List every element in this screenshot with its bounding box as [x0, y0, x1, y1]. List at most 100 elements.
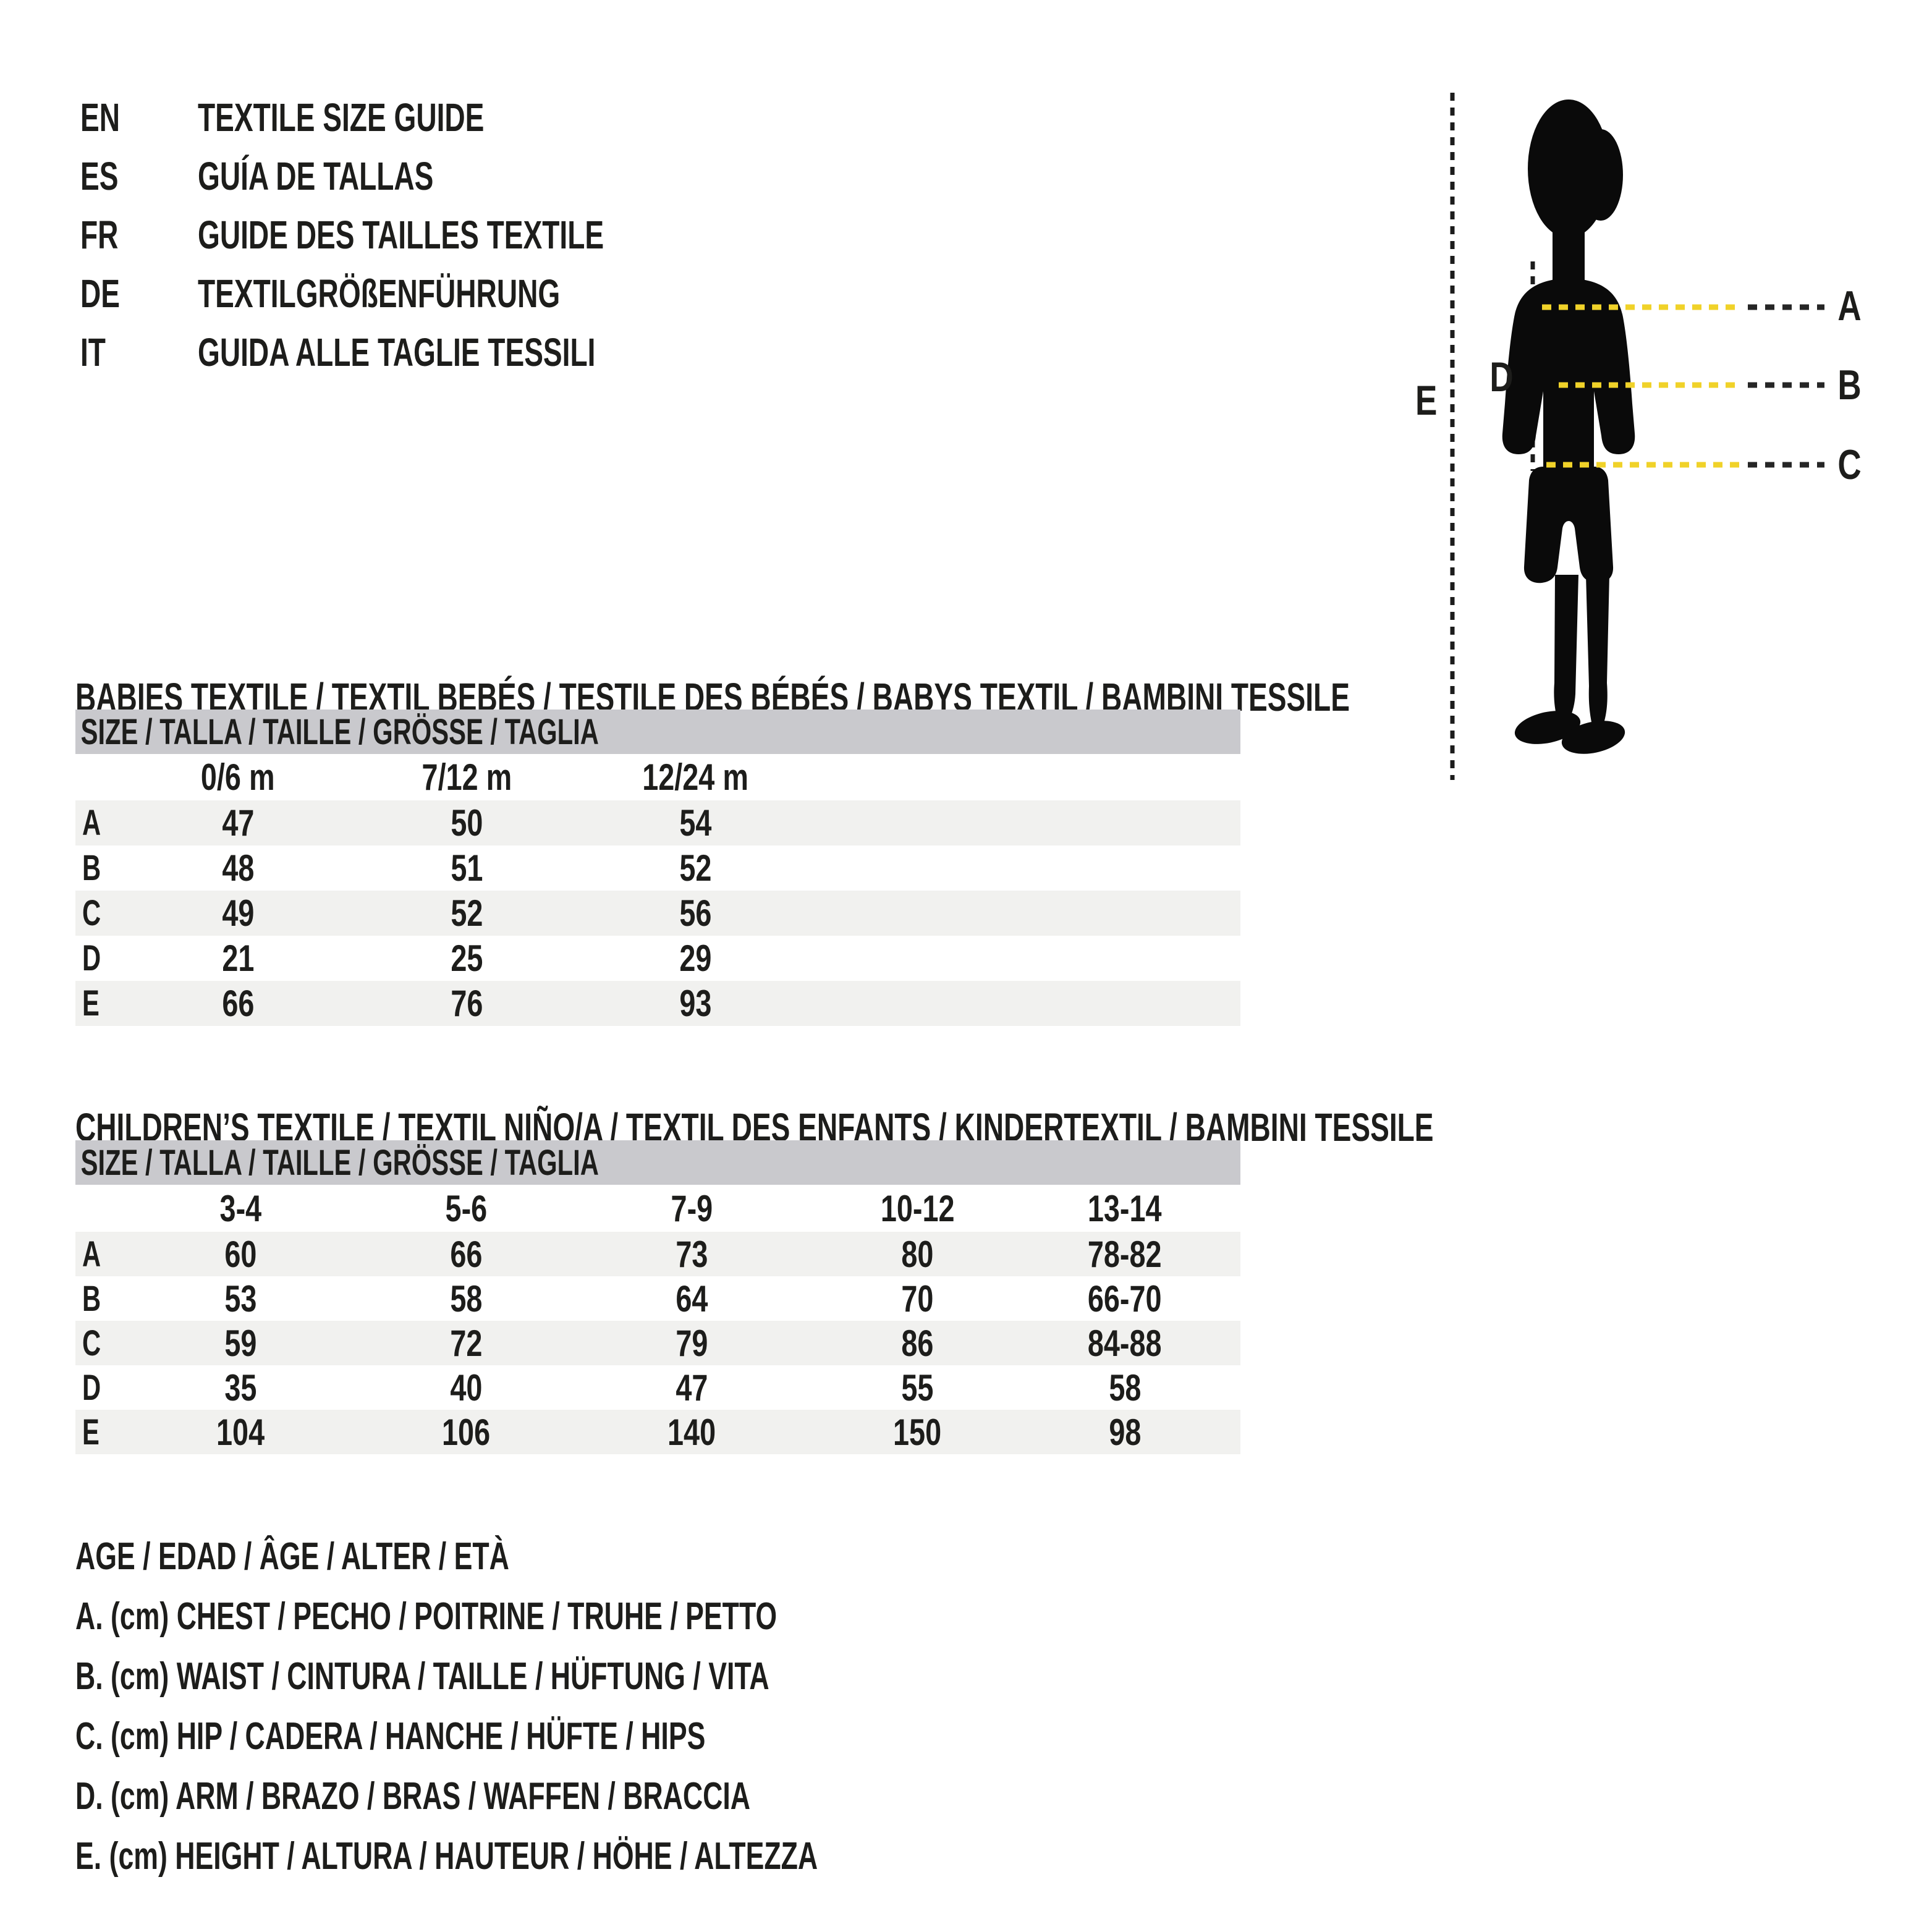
- cell-value: 66: [450, 1233, 483, 1275]
- cell-value: 35: [224, 1366, 257, 1409]
- table-row: D 35 40 47 55 58: [75, 1365, 1240, 1410]
- table-row: C 49 52 56: [75, 891, 1240, 936]
- legend-chest: A. (cm) CHEST / PECHO / POITRINE / TRUHE…: [75, 1595, 777, 1638]
- cell-value: 52: [679, 847, 712, 889]
- cell-value: 52: [450, 892, 483, 934]
- guide-title: GUIDA ALLE TAGLIE TESSILI: [198, 329, 596, 375]
- cell-value: 21: [221, 938, 255, 979]
- measurement-legend: AGE / EDAD / ÂGE / ALTER / ETÀ A. (cm) C…: [75, 1527, 1106, 1886]
- cell-value: 56: [679, 892, 712, 934]
- language-code: DE: [80, 271, 121, 316]
- measurement-figure: A B C D E: [1391, 80, 1932, 797]
- language-row-fr: FR GUIDE DES TAILLES TEXTILE: [80, 205, 762, 264]
- column-header: 13-14: [1088, 1187, 1162, 1229]
- column-header: 5-6: [445, 1187, 488, 1229]
- column-header: 12/24 m: [642, 756, 748, 798]
- column-header: 7-9: [671, 1187, 713, 1229]
- cell-value: 84-88: [1088, 1322, 1162, 1364]
- cell-value: 78-82: [1088, 1233, 1162, 1275]
- row-label: B: [82, 1278, 101, 1319]
- cell-value: 48: [221, 847, 255, 889]
- language-row-en: EN TEXTILE SIZE GUIDE: [80, 88, 762, 146]
- cell-value: 76: [450, 983, 483, 1024]
- cell-value: 73: [676, 1233, 708, 1275]
- row-label: A: [82, 803, 101, 843]
- language-row-de: DE TEXTILGRÖßENFÜHRUNG: [80, 264, 762, 323]
- language-code: ES: [80, 153, 119, 198]
- cell-value: 58: [450, 1277, 483, 1320]
- children-column-header-row: 3-4 5-6 7-9 10-12 13-14: [75, 1185, 1240, 1232]
- column-header: 7/12 m: [422, 756, 512, 798]
- cell-value: 106: [442, 1411, 491, 1453]
- figure-label-e: E: [1415, 377, 1438, 424]
- guide-title: GUÍA DE TALLAS: [198, 153, 434, 198]
- row-label: A: [82, 1234, 101, 1274]
- cell-value: 80: [901, 1233, 934, 1275]
- cell-value: 49: [221, 892, 255, 934]
- guide-title: TEXTILGRÖßENFÜHRUNG: [198, 271, 561, 316]
- table-row: A 60 66 73 80 78-82: [75, 1232, 1240, 1276]
- cell-value: 72: [450, 1322, 483, 1364]
- cell-value: 98: [1108, 1411, 1142, 1453]
- figure-label-d: D: [1489, 354, 1514, 400]
- table-row: B 53 58 64 70 66-70: [75, 1276, 1240, 1321]
- children-size-table: SIZE / TALLA / TAILLE / GRÖSSE / TAGLIA …: [75, 1140, 1240, 1454]
- guide-title: GUIDE DES TAILLES TEXTILE: [198, 212, 604, 257]
- language-row-it: IT GUIDA ALLE TAGLIE TESSILI: [80, 323, 762, 381]
- cell-value: 66: [221, 983, 255, 1024]
- cell-value: 150: [893, 1411, 942, 1453]
- cell-value: 51: [450, 847, 483, 889]
- legend-age: AGE / EDAD / ÂGE / ALTER / ETÀ: [75, 1535, 509, 1578]
- size-header-band: SIZE / TALLA / TAILLE / GRÖSSE / TAGLIA: [75, 1140, 1240, 1185]
- cell-value: 53: [224, 1277, 257, 1320]
- cell-value: 55: [901, 1366, 934, 1409]
- table-row: C 59 72 79 86 84-88: [75, 1321, 1240, 1365]
- table-row: E 66 76 93: [75, 981, 1240, 1026]
- cell-value: 104: [216, 1411, 265, 1453]
- cell-value: 86: [901, 1322, 934, 1364]
- cell-value: 58: [1108, 1366, 1142, 1409]
- cell-value: 64: [676, 1277, 708, 1320]
- cell-value: 59: [224, 1322, 257, 1364]
- row-label: C: [82, 893, 101, 933]
- row-label: C: [82, 1323, 101, 1363]
- row-label: D: [82, 1367, 101, 1408]
- cell-value: 47: [221, 802, 255, 844]
- row-label: E: [82, 983, 100, 1023]
- cell-value: 54: [679, 802, 712, 844]
- child-silhouette: [1502, 100, 1635, 754]
- cell-value: 60: [224, 1233, 257, 1275]
- cell-value: 25: [450, 938, 483, 979]
- legend-waist: B. (cm) WAIST / CINTURA / TAILLE / HÜFTU…: [75, 1655, 769, 1698]
- cell-value: 70: [901, 1277, 934, 1320]
- table-row: D 21 25 29: [75, 936, 1240, 981]
- guide-title: TEXTILE SIZE GUIDE: [198, 95, 485, 140]
- legend-arm: D. (cm) ARM / BRAZO / BRAS / WAFFEN / BR…: [75, 1775, 751, 1818]
- cell-value: 47: [676, 1366, 708, 1409]
- figure-label-a: A: [1837, 282, 1862, 329]
- cell-value: 140: [667, 1411, 716, 1453]
- column-header: 0/6 m: [201, 756, 275, 798]
- table-row: A 47 50 54: [75, 800, 1240, 845]
- cell-value: 66-70: [1088, 1277, 1162, 1320]
- legend-hip: C. (cm) HIP / CADERA / HANCHE / HÜFTE / …: [75, 1715, 706, 1758]
- babies-size-table: SIZE / TALLA / TAILLE / GRÖSSE / TAGLIA …: [75, 710, 1240, 1026]
- table-row: E 104 106 140 150 98: [75, 1410, 1240, 1454]
- language-code: IT: [80, 329, 106, 375]
- row-label: B: [82, 848, 101, 888]
- legend-height: E. (cm) HEIGHT / ALTURA / HAUTEUR / HÖHE…: [75, 1835, 818, 1878]
- cell-value: 29: [679, 938, 712, 979]
- cell-value: 50: [450, 802, 483, 844]
- figure-label-b: B: [1837, 362, 1862, 409]
- row-label: E: [82, 1412, 100, 1452]
- child-silhouette-diagram: [1450, 93, 1824, 780]
- language-code: FR: [80, 212, 119, 257]
- cell-value: 40: [450, 1366, 483, 1409]
- language-row-es: ES GUÍA DE TALLAS: [80, 146, 762, 205]
- language-list: EN TEXTILE SIZE GUIDE ES GUÍA DE TALLAS …: [80, 88, 762, 381]
- table-row: B 48 51 52: [75, 845, 1240, 891]
- babies-column-header-row: 0/6 m 7/12 m 12/24 m: [75, 754, 1240, 800]
- figure-label-c: C: [1837, 441, 1862, 488]
- cell-value: 93: [679, 983, 712, 1024]
